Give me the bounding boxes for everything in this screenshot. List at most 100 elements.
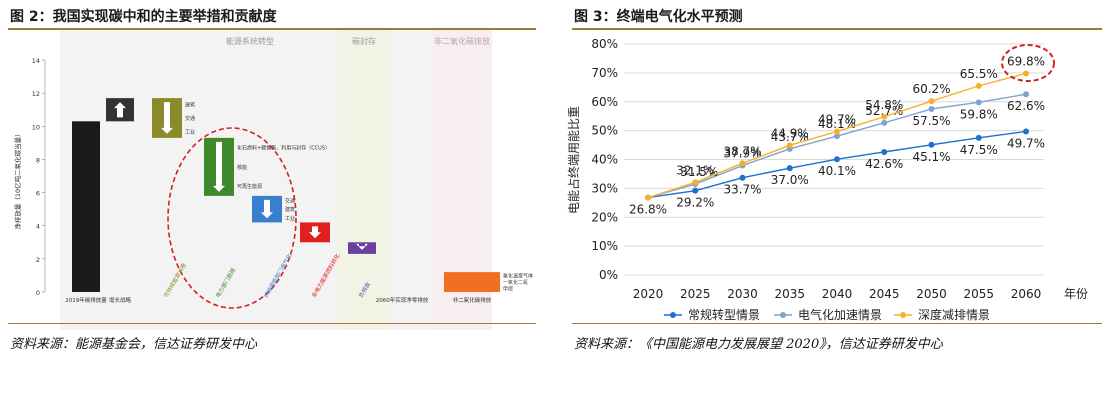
data-label: 62.6%	[1007, 99, 1045, 113]
series-point	[739, 160, 746, 167]
data-label: 44.9%	[771, 126, 809, 140]
data-label: 32.1%	[676, 163, 714, 177]
right-chart: 0%10%20%30%40%50%60%70%80% 2020 2025 2030 2…	[566, 37, 1088, 322]
right-x-tick: 2050	[916, 287, 947, 301]
bar-sublabel: 交通	[185, 115, 195, 122]
legend-swatch-point	[780, 312, 786, 318]
left-y-tick: 0	[36, 289, 40, 297]
series-point	[645, 194, 651, 201]
left-title-rule	[8, 28, 536, 30]
data-label: 69.8%	[1007, 54, 1045, 68]
left-category-label: 2019年碳排放量	[65, 296, 107, 304]
section-label-energy: 能源系统转型	[226, 36, 274, 46]
data-label: 65.5%	[960, 67, 998, 81]
section-label-sink: 碳封存	[352, 36, 376, 46]
bar-arrow-icon	[356, 243, 368, 250]
left-category-label: 非二氧化碳排放	[453, 296, 492, 304]
data-label: 60.2%	[912, 82, 950, 96]
left-category-label: 增长战略	[109, 296, 132, 304]
left-bar	[72, 121, 100, 292]
right-x-tick: 2060	[1011, 287, 1042, 301]
left-y-tick: 6	[36, 190, 40, 198]
series-point	[975, 134, 982, 141]
left-bars: 建筑交通工业化石燃料+碳捕集、利用与封存（CCUS）核能可再生能源交通建筑工业氟…	[72, 98, 533, 293]
data-label: 57.5%	[912, 114, 950, 128]
bar-arrow-icon	[114, 102, 126, 118]
data-label: 54.8%	[865, 98, 903, 112]
bar-sublabel: 甲烷	[503, 286, 513, 293]
right-legend: 常规转型情景 电气化加速情景 深度减排情景	[664, 307, 990, 322]
series-point	[975, 99, 982, 106]
left-y-tick: 14	[32, 57, 40, 65]
bar-arrow-icon	[213, 141, 225, 192]
series-point	[928, 105, 935, 112]
bar-sublabel: 核能	[237, 164, 247, 171]
data-label: 43.7%	[771, 130, 809, 144]
series-point	[834, 128, 840, 135]
right-y-axis: 0% 10% 20% 30% 40% 50% 60% 70% 80%	[591, 37, 618, 282]
data-label: 37.9%	[723, 147, 761, 161]
bar-sublabel: 工业	[285, 215, 295, 222]
series-point	[692, 179, 699, 186]
series-point	[1023, 91, 1029, 98]
left-y-axis-label: 净排放量（10亿吨二氧化碳当量）	[13, 130, 22, 229]
series-point	[1023, 128, 1029, 135]
bar-sublabel: 建筑	[185, 102, 195, 109]
series-point	[1023, 70, 1029, 77]
right-y-tick: 0%	[599, 268, 618, 282]
data-label: 45.1%	[912, 150, 950, 164]
right-x-tick: 2020	[633, 287, 664, 301]
legend-entry: 电气化加速情景	[798, 307, 882, 322]
data-label: 59.8%	[960, 107, 998, 121]
data-label: 42.6%	[865, 157, 903, 171]
series-point	[928, 141, 935, 148]
right-x-tick: 2040	[822, 287, 853, 301]
left-source-rule	[8, 323, 536, 324]
right-y-tick: 60%	[591, 95, 618, 109]
series-point	[881, 148, 888, 155]
legend-entry: 深度减排情景	[918, 307, 990, 322]
right-y-tick: 50%	[591, 124, 618, 138]
bar-sublabel: 一氧化二氮	[503, 279, 528, 286]
series-point	[881, 119, 888, 126]
right-y-tick: 40%	[591, 153, 618, 167]
bar-arrow-icon	[309, 226, 321, 239]
sink-section-bg	[338, 30, 390, 330]
data-label: 29.2%	[676, 196, 714, 210]
series-point	[975, 82, 982, 89]
legend-entry: 常规转型情景	[688, 307, 760, 322]
right-x-tick: 2045	[869, 287, 900, 301]
bar-sublabel: 工业	[185, 128, 195, 135]
right-y-tick: 30%	[591, 181, 618, 195]
data-label: 38.7%	[723, 144, 761, 158]
right-x-axis: 2020 2025 2030 2035 2040 2045 2050 2055 2060	[633, 287, 1042, 301]
series-point	[692, 187, 699, 194]
highlight-ellipse-right	[1001, 44, 1055, 82]
bar-sublabel: 化石燃料+碳捕集、利用与封存（CCUS）	[237, 145, 330, 152]
right-x-axis-label: 年份	[1064, 287, 1088, 301]
right-y-tick: 70%	[591, 66, 618, 80]
right-x-tick: 2030	[727, 287, 758, 301]
right-y-tick: 10%	[591, 239, 618, 253]
series-point	[928, 98, 935, 105]
data-label: 49.7%	[1007, 136, 1045, 150]
left-y-axis: 14 12 10 8 6 4 2 0	[32, 57, 46, 297]
right-title-rule	[572, 28, 1102, 30]
left-figure-title: 图 2：我国实现碳中和的主要举措和贡献度	[10, 9, 277, 25]
series-point	[786, 142, 793, 149]
legend-swatch-point	[900, 312, 906, 318]
series-point	[834, 156, 840, 163]
right-x-tick: 2025	[680, 287, 711, 301]
left-figure-source: 资料来源：能源基金会，信达证券研发中心	[10, 337, 258, 352]
legend-swatch-point	[670, 312, 676, 318]
data-label: 26.8%	[629, 203, 667, 217]
right-source-rule	[572, 323, 1102, 324]
left-bar	[444, 272, 500, 292]
data-label: 33.7%	[723, 183, 761, 197]
series-point	[786, 165, 793, 172]
bar-arrow-icon	[161, 102, 173, 134]
data-label: 37.0%	[771, 173, 809, 187]
data-label: 49.7%	[818, 112, 856, 126]
right-figure-source: 资料来源：《中国能源电力发展展望 2020》，信达证券研发中心	[574, 337, 943, 352]
highlight-ellipse	[167, 127, 297, 309]
